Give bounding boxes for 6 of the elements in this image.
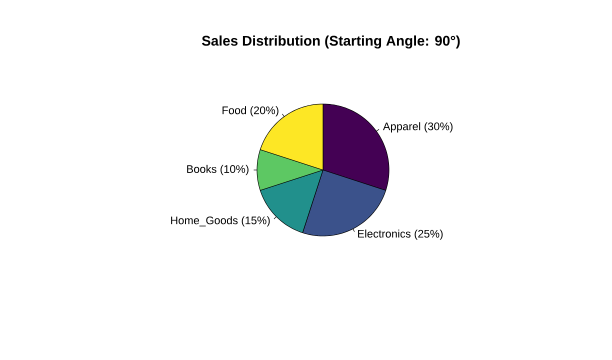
slice-label: Electronics (25%) bbox=[358, 230, 443, 240]
slice-label: Apparel (30%) bbox=[382, 122, 453, 132]
chart-title: Sales Distribution (Starting Angle: 90°) bbox=[202, 35, 460, 49]
slice-label: Food (20%) bbox=[222, 106, 278, 116]
slice-label: Home_Goods (15%) bbox=[171, 216, 270, 226]
slice-label: Books (10%) bbox=[187, 164, 249, 176]
